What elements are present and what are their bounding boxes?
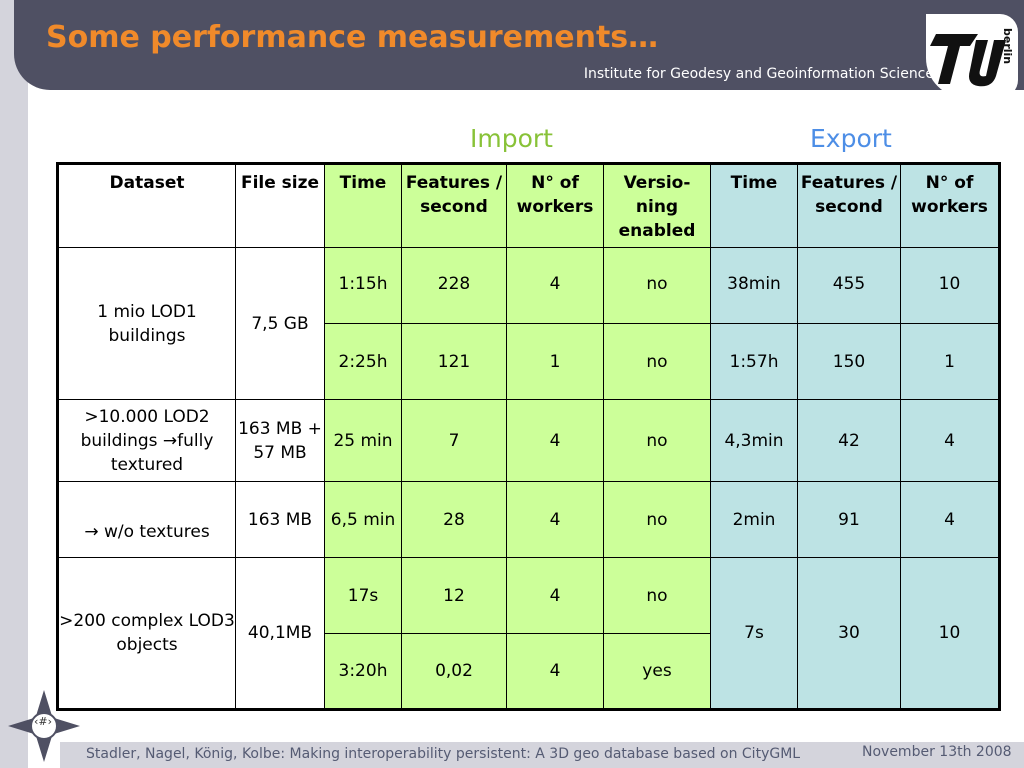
col-header-import-workers: N° of workers xyxy=(506,163,604,248)
logo-lettering: berlin xyxy=(1001,28,1014,64)
export-features-cell: 455 xyxy=(797,247,901,324)
col-header-file-size: File size xyxy=(235,163,325,248)
footer-bar xyxy=(60,742,1024,768)
table-row: 1 mio LOD1 buildings 7,5 GB 1:15h 228 4 … xyxy=(57,247,1000,400)
nav-down-arrow-icon xyxy=(36,736,52,762)
versioning-cell: yes xyxy=(603,633,711,710)
col-header-import-time: Time xyxy=(324,163,402,248)
dataset-cell: >10.000 LOD2 buildings →fully textured xyxy=(57,399,236,482)
import-time-cell: 25 min xyxy=(324,399,402,482)
import-section-label: Import xyxy=(470,124,553,153)
import-workers-cell: 4 xyxy=(506,399,604,482)
export-features-cell: 91 xyxy=(797,481,901,558)
versioning-cell: no xyxy=(603,481,711,558)
import-time-cell: 17s xyxy=(324,557,402,634)
footer-date: November 13th 2008 xyxy=(862,744,1012,760)
import-features-cell: 12 xyxy=(401,557,507,634)
col-header-export-workers: N° of workers xyxy=(900,163,1000,248)
col-header-import-features: Features / second xyxy=(401,163,507,248)
dataset-cell: 1 mio LOD1 buildings xyxy=(57,247,236,400)
import-features-cell: 0,02 xyxy=(401,633,507,710)
institute-name: Institute for Geodesy and Geoinformation… xyxy=(583,66,934,82)
import-workers-cell: 1 xyxy=(506,323,604,400)
export-section-label: Export xyxy=(810,124,892,153)
table-row: 2:25h 121 1 no 1:57h 150 1 xyxy=(58,323,1000,400)
slide-number: ‹#› xyxy=(34,715,53,728)
import-workers-cell: 4 xyxy=(506,633,604,710)
import-time-cell: 1:15h xyxy=(324,247,402,324)
table-row: 3:20h 0,02 4 yes xyxy=(58,633,1000,710)
export-workers-cell: 4 xyxy=(900,481,1000,558)
export-time-cell: 4,3min xyxy=(710,399,798,482)
export-time-cell: 7s xyxy=(710,557,798,710)
export-time-cell: 2min xyxy=(710,481,798,558)
footer-citation: Stadler, Nagel, König, Kolbe: Making int… xyxy=(86,746,801,762)
file-size-cell: 163 MB xyxy=(235,481,325,558)
file-size-cell: 7,5 GB xyxy=(235,247,325,400)
import-time-cell: 6,5 min xyxy=(324,481,402,558)
left-decor-strip xyxy=(0,0,28,768)
col-header-export-time: Time xyxy=(710,163,798,248)
nav-left-arrow-icon xyxy=(8,718,34,734)
import-time-cell: 2:25h xyxy=(324,323,402,400)
import-features-cell: 228 xyxy=(401,247,507,324)
col-header-dataset: Dataset xyxy=(57,163,236,248)
export-workers-cell: 10 xyxy=(900,557,1000,710)
col-header-export-features: Features / second xyxy=(797,163,901,248)
import-features-cell: 7 xyxy=(401,399,507,482)
export-features-cell: 30 xyxy=(797,557,901,710)
col-header-versioning: Versio-ning enabled xyxy=(603,163,711,248)
slide-header xyxy=(14,0,1024,90)
import-features-cell: 28 xyxy=(401,481,507,558)
export-time-cell: 1:57h xyxy=(710,323,798,400)
tu-berlin-logo: berlin xyxy=(926,14,1018,98)
export-workers-cell: 1 xyxy=(900,323,1000,400)
table-row: >10.000 LOD2 buildings →fully textured 1… xyxy=(57,399,1000,482)
versioning-cell: no xyxy=(603,399,711,482)
dataset-cell: → w/o textures xyxy=(57,481,236,558)
nav-right-arrow-icon xyxy=(54,718,80,734)
versioning-cell: no xyxy=(603,323,711,400)
file-size-cell: 40,1MB xyxy=(235,557,325,710)
slide-navigation-widget[interactable] xyxy=(8,690,80,762)
export-time-cell: 38min xyxy=(710,247,798,324)
import-workers-cell: 4 xyxy=(506,557,604,634)
performance-table: Dataset File size Time Features / second… xyxy=(56,162,1001,711)
table-row: >200 complex LOD3 objects 40,1MB 17s 12 … xyxy=(57,557,1000,710)
export-features-cell: 150 xyxy=(797,323,901,400)
import-workers-cell: 4 xyxy=(506,481,604,558)
header-row: Dataset File size Time Features / second… xyxy=(57,163,1000,248)
export-workers-cell: 10 xyxy=(900,247,1000,324)
import-workers-cell: 4 xyxy=(506,247,604,324)
export-workers-cell: 4 xyxy=(900,399,1000,482)
import-features-cell: 121 xyxy=(401,323,507,400)
dataset-cell: >200 complex LOD3 objects xyxy=(57,557,236,710)
file-size-cell: 163 MB + 57 MB xyxy=(235,399,325,482)
export-features-cell: 42 xyxy=(797,399,901,482)
versioning-cell: no xyxy=(603,247,711,324)
versioning-cell: no xyxy=(603,557,711,634)
nav-up-arrow-icon xyxy=(36,690,52,716)
import-time-cell: 3:20h xyxy=(324,633,402,710)
slide-title: Some performance measurements… xyxy=(46,20,659,55)
table-row: → w/o textures 163 MB 6,5 min 28 4 no 2m… xyxy=(57,481,1000,558)
